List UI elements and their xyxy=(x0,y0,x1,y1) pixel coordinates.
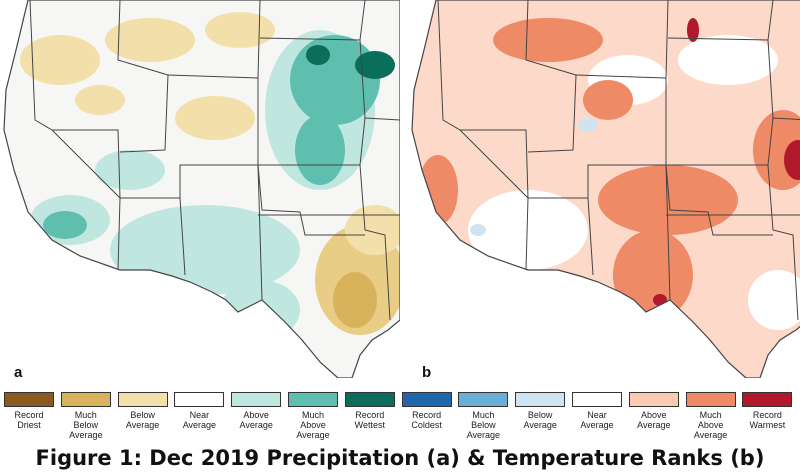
legend-label: Near Average xyxy=(182,410,217,430)
precip-below-area xyxy=(175,96,255,140)
legend: Record Driest Much Below Average Below Ave… xyxy=(4,392,800,442)
legend-swatch xyxy=(401,392,452,407)
legend-item: Above Average xyxy=(628,392,679,430)
temp-much-above-area xyxy=(493,18,603,62)
precip-below-area xyxy=(205,12,275,48)
precipitation-map-canvas xyxy=(3,0,400,378)
temperature-map-canvas xyxy=(411,0,800,378)
precip-below-area xyxy=(105,18,195,62)
precip-below-area xyxy=(345,205,400,255)
precip-much-above-area xyxy=(43,211,87,239)
legend-swatch xyxy=(4,392,54,407)
panel-label-b: b xyxy=(422,364,432,381)
legend-item: Record Driest xyxy=(4,392,54,430)
legend-label: Record Warmest xyxy=(749,410,786,430)
legend-swatch xyxy=(60,392,111,407)
precip-below-area xyxy=(75,85,125,115)
legend-swatch xyxy=(344,392,395,407)
legend-swatch xyxy=(742,392,793,407)
legend-item: Record Coldest xyxy=(401,392,452,430)
state-borders xyxy=(29,0,400,321)
temp-record-warmest-area xyxy=(687,18,699,42)
temp-record-warmest-area xyxy=(784,140,800,180)
legend-item: Below Average xyxy=(515,392,566,430)
legend-swatch xyxy=(628,392,679,407)
legend-label: Much Below Average xyxy=(69,410,103,440)
state-borders xyxy=(437,0,800,321)
legend-label: Above Average xyxy=(239,410,273,430)
legend-item: Much Above Average xyxy=(288,392,338,440)
temp-below-area xyxy=(470,224,486,236)
legend-label: Record Driest xyxy=(14,410,44,430)
precip-much-above-area xyxy=(295,115,345,185)
figure-caption: Figure 1: Dec 2019 Precipitation (a) & T… xyxy=(35,446,765,470)
precip-much-below-area xyxy=(333,272,377,328)
legend-swatch xyxy=(572,392,622,407)
legend-swatch xyxy=(117,392,168,407)
legend-item: Near Average xyxy=(572,392,622,430)
legend-item: Much Below Average xyxy=(60,392,111,440)
legend-label: Below Average xyxy=(125,410,160,430)
legend-item: Below Average xyxy=(117,392,168,430)
legend-item: Much Above Average xyxy=(685,392,736,440)
legend-label: Much Above Average xyxy=(296,410,330,440)
temp-near-average-area xyxy=(748,270,800,330)
legend-swatch xyxy=(685,392,736,407)
legend-swatch xyxy=(458,392,509,407)
legend-label: Above Average xyxy=(637,410,671,430)
precip-much-above-area xyxy=(290,35,380,125)
legend-swatch xyxy=(174,392,225,407)
legend-label: Near Average xyxy=(580,410,614,430)
temp-near-average-area xyxy=(678,35,778,85)
precip-below-area xyxy=(20,35,100,85)
legend-label: Much Above Average xyxy=(693,410,728,440)
legend-swatch xyxy=(231,392,282,407)
legend-item: Record Wettest xyxy=(344,392,395,430)
temp-much-above-area xyxy=(583,80,633,120)
legend-label: Below Average xyxy=(523,410,557,430)
legend-item: Above Average xyxy=(231,392,282,430)
legend-item: Much Below Average xyxy=(458,392,509,440)
legend-label: Record Coldest xyxy=(411,410,442,430)
temperature-map xyxy=(408,0,800,378)
temp-much-above-area xyxy=(598,165,738,235)
precip-above-area xyxy=(95,150,165,190)
temp-much-above-area xyxy=(613,230,693,320)
temp-near-average-area xyxy=(468,190,588,270)
legend-label: Much Below Average xyxy=(466,410,501,440)
legend-item: Record Warmest xyxy=(742,392,793,430)
precipitation-map xyxy=(0,0,400,378)
legend-swatch xyxy=(515,392,566,407)
legend-item: Near Average xyxy=(174,392,225,430)
panel-label-a: a xyxy=(14,364,23,381)
precip-record-wettest-area xyxy=(306,45,330,65)
temp-record-warmest-area xyxy=(653,294,667,306)
precip-record-wettest-area xyxy=(355,51,395,79)
legend-swatch xyxy=(288,392,338,407)
temp-below-area xyxy=(578,118,598,132)
legend-label: Record Wettest xyxy=(354,410,385,430)
precip-above-area xyxy=(220,280,300,340)
